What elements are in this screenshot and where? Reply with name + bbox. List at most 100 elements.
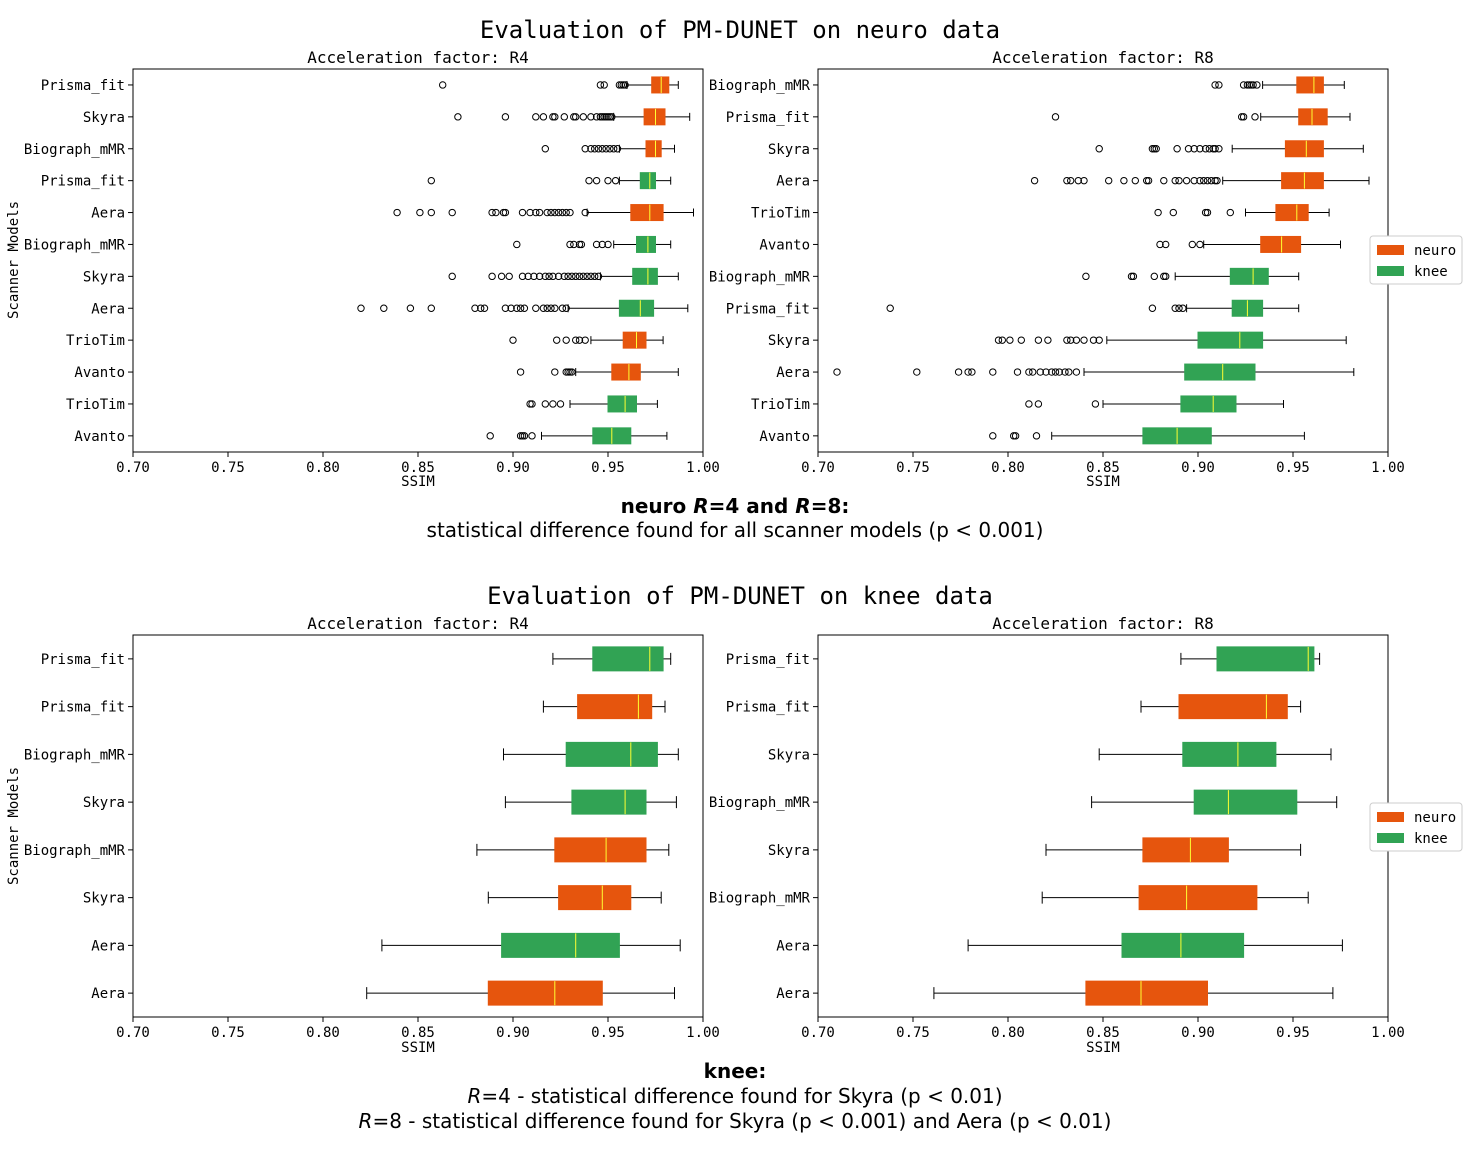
- outlier-point: [547, 208, 555, 217]
- box-knee-Avanto: Avanto: [759, 427, 1305, 445]
- iqr-box: [643, 108, 666, 126]
- outlier-point: [562, 368, 570, 376]
- outlier-point: [1196, 145, 1204, 153]
- iqr-box: [1284, 140, 1324, 158]
- x-tick-label: 0.80: [991, 1025, 1025, 1041]
- outlier-point: [497, 272, 506, 281]
- y-tick-label: Prisma_fit: [41, 174, 125, 190]
- outlier-point: [886, 304, 894, 312]
- y-tick-label: TrioTim: [66, 333, 125, 349]
- iqr-box: [1197, 331, 1264, 349]
- y-tick-label: Biograph_mMR: [24, 237, 126, 253]
- outlier-point: [518, 432, 527, 440]
- y-tick-label: Prisma_fit: [41, 700, 125, 716]
- iqr-box: [1260, 235, 1302, 253]
- iqr-box: [1142, 837, 1229, 863]
- outlier-point: [617, 81, 625, 89]
- outlier-point: [1080, 176, 1088, 185]
- outlier-point: [566, 368, 574, 376]
- x-tick-label: 1.00: [686, 460, 720, 476]
- outlier-point: [1072, 368, 1081, 376]
- outlier-point: [621, 81, 629, 89]
- legend-label-knee: knee: [1414, 264, 1448, 280]
- annotation-heading: neuro R=4 and R=8:: [621, 494, 850, 518]
- chart-title: Acceleration factor: R4: [307, 614, 529, 633]
- x-tick-label: 0.95: [1276, 1025, 1310, 1041]
- outlier-point: [585, 176, 593, 185]
- box-neuro-Prisma_fit: Prisma_fit: [41, 694, 666, 720]
- y-tick-label: Prisma_fit: [726, 652, 810, 668]
- outlier-point: [558, 208, 567, 217]
- box-knee-Aera: Aera: [91, 299, 689, 317]
- outlier-point: [1030, 176, 1039, 185]
- outlier-point: [1175, 304, 1183, 312]
- legend-label-neuro: neuro: [1414, 810, 1456, 826]
- box-neuro-TrioTim: TrioTim: [66, 331, 664, 349]
- outlier-point: [416, 208, 424, 217]
- outlier-point: [1063, 336, 1071, 344]
- iqr-box: [558, 885, 632, 911]
- outlier-point: [610, 145, 618, 153]
- outlier-point: [480, 304, 489, 312]
- outlier-point: [596, 81, 605, 89]
- outlier-point: [606, 113, 614, 121]
- y-tick-label: Biograph_mMR: [24, 843, 126, 859]
- y-tick-label: Prisma_fit: [41, 652, 125, 668]
- outlier-point: [613, 145, 622, 153]
- outlier-point: [551, 304, 559, 312]
- knee-section-title: Evaluation of PM-DUNET on knee data: [487, 582, 993, 610]
- box-neuro-Avanto: Avanto: [759, 235, 1341, 253]
- plot-frame: [817, 634, 1389, 1018]
- outlier-point: [1184, 145, 1193, 153]
- chart-knee-r4: Acceleration factor: R4 0.70 0.75 0.80 0.85 0…: [6, 614, 720, 1056]
- annotation-heading-part: R: [795, 494, 810, 518]
- legend-swatch-neuro: [1377, 812, 1404, 822]
- outlier-point: [604, 113, 612, 121]
- outlier-point: [427, 176, 435, 185]
- box-knee-Skyra: Skyra: [768, 331, 1347, 349]
- outlier-point: [554, 208, 563, 217]
- outlier-point: [549, 113, 557, 121]
- y-tick-label: Avanto: [74, 429, 125, 445]
- box-neuro-Skyra: Skyra: [768, 140, 1364, 158]
- outlier-point: [439, 81, 447, 89]
- outlier-point: [1251, 113, 1259, 121]
- outlier-point: [1156, 240, 1164, 249]
- outlier-point: [1203, 176, 1212, 185]
- outlier-point: [551, 208, 559, 217]
- outlier-point: [581, 336, 589, 344]
- outlier-point: [1129, 272, 1138, 281]
- iqr-box: [1085, 980, 1209, 1006]
- iqr-box: [487, 980, 603, 1006]
- outlier-point: [541, 145, 549, 153]
- y-tick-label: TrioTim: [751, 206, 810, 222]
- outlier-point: [551, 113, 559, 121]
- outlier-point: [509, 336, 517, 344]
- outlier-point: [1032, 432, 1041, 440]
- y-tick-label: TrioTim: [751, 397, 810, 413]
- box-knee-Skyra: Skyra: [768, 741, 1332, 767]
- outlier-point: [520, 432, 529, 440]
- box-neuro-Biograph_mMR: Biograph_mMR: [709, 76, 1345, 94]
- outlier-point: [1160, 176, 1168, 185]
- y-tick-label: Skyra: [83, 795, 125, 811]
- box-knee-Avanto: Avanto: [74, 427, 668, 445]
- outlier-point: [592, 113, 601, 121]
- outlier-point: [524, 272, 532, 281]
- outlier-point: [1034, 400, 1043, 408]
- outlier-point: [1006, 336, 1014, 344]
- x-tick-label: 1.00: [686, 1025, 720, 1041]
- iqr-box: [1138, 885, 1258, 911]
- plot-frame: [817, 68, 1389, 453]
- outlier-point: [549, 400, 557, 408]
- iqr-box: [501, 932, 620, 958]
- outlier-point: [1095, 336, 1103, 344]
- outlier-point: [568, 272, 576, 281]
- y-tick-label: Avanto: [759, 429, 810, 445]
- outlier-point: [600, 113, 608, 121]
- outlier-point: [1065, 368, 1073, 376]
- outlier-point: [448, 272, 456, 281]
- iqr-box: [592, 646, 664, 672]
- outlier-point: [572, 336, 580, 344]
- x-tick-label: 0.70: [116, 460, 150, 476]
